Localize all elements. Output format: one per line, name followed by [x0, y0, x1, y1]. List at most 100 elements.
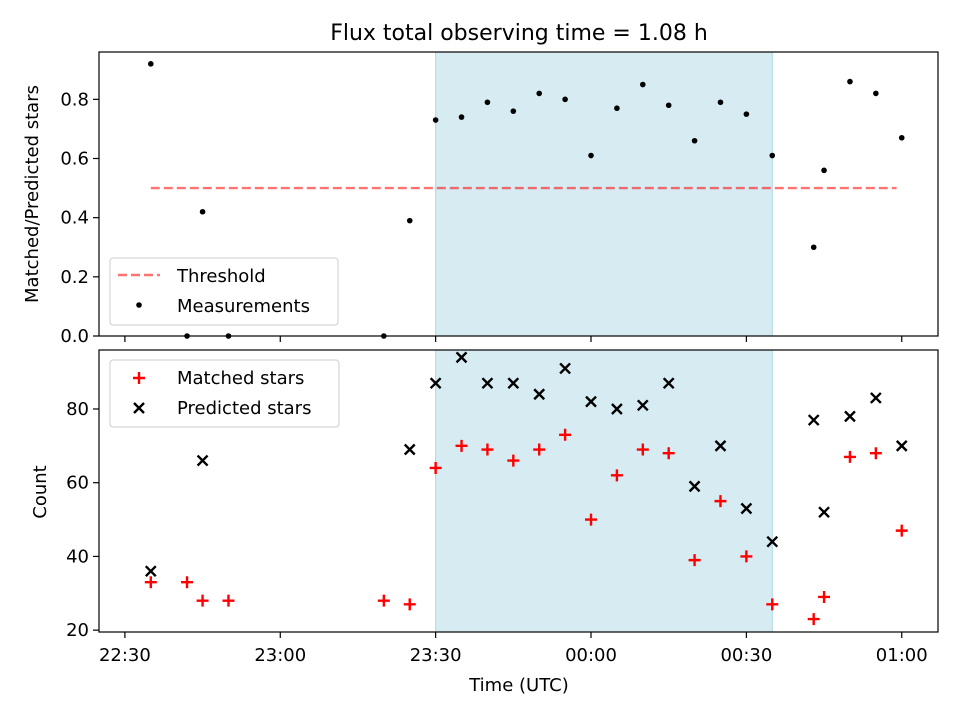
- y-tick-label: 0.8: [60, 89, 89, 110]
- x-tick-label: 23:30: [410, 645, 462, 666]
- x-tick-label: 23:00: [254, 645, 306, 666]
- legend-matched-label: Matched stars: [177, 368, 304, 389]
- top-panel: 0.00.20.40.60.8 Matched/Predicted stars …: [22, 51, 939, 347]
- predicted-star-marker: [611, 403, 623, 415]
- matched-star-marker: [429, 461, 442, 474]
- matched-star-marker: [559, 428, 572, 441]
- predicted-star-marker: [844, 410, 856, 423]
- top-marks: [147, 61, 905, 339]
- x-tick-label: 00:00: [565, 645, 617, 666]
- bottom-y-axis-label: Count: [30, 465, 51, 518]
- measurement-point: [717, 99, 724, 106]
- bottom-marks: [144, 351, 908, 626]
- legend-matched-swatch: [133, 372, 145, 384]
- predicted-star-marker: [870, 392, 882, 404]
- bottom-plot-frame: [98, 349, 939, 633]
- matched-star-marker: [144, 576, 157, 589]
- matched-star-marker: [818, 590, 831, 603]
- top-plot-frame: [98, 51, 939, 337]
- matched-star-marker: [196, 594, 209, 607]
- bottom-x-axis: 22:30 23:00 23:30 00:00 00:30 01:00: [99, 632, 928, 666]
- predicted-star-marker: [481, 377, 494, 390]
- matched-star-marker: [181, 576, 194, 589]
- y-tick-label: 0.4: [60, 208, 89, 229]
- predicted-star-marker: [740, 502, 753, 515]
- legend-predicted-label: Predicted stars: [177, 398, 311, 419]
- predicted-star-marker: [507, 377, 520, 390]
- x-tick-label: 00:30: [720, 645, 772, 666]
- x-tick-label: 22:30: [99, 645, 151, 666]
- predicted-star-marker: [403, 443, 416, 456]
- matched-star-marker: [843, 450, 856, 463]
- predicted-star-marker: [585, 395, 597, 408]
- measurement-point: [810, 244, 817, 251]
- matched-star-marker: [481, 443, 494, 456]
- predicted-star-marker: [533, 388, 546, 401]
- top-legend-box: [109, 257, 339, 326]
- predicted-star-marker: [714, 439, 727, 452]
- matched-star-marker: [895, 524, 908, 537]
- matched-star-marker: [507, 454, 520, 467]
- x-tick-label: 01:00: [876, 645, 928, 666]
- y-tick-label: 0.0: [60, 326, 89, 347]
- legend-measurements-swatch: [136, 302, 142, 308]
- y-tick-label: 80: [66, 399, 89, 420]
- matched-star-marker: [403, 598, 416, 611]
- measurement-point: [665, 102, 672, 109]
- bottom-highlight-span: [435, 349, 773, 633]
- measurement-point: [536, 90, 543, 97]
- bottom-y-axis: 20 40 60 80: [66, 399, 99, 641]
- measurement-point: [432, 117, 439, 123]
- x-axis-label: Time (UTC): [468, 675, 569, 696]
- predicted-star-marker: [818, 506, 830, 519]
- top-y-axis-label: Matched/Predicted stars: [22, 85, 43, 303]
- matched-star-marker: [766, 598, 779, 611]
- measurement-point: [406, 217, 413, 224]
- matched-star-marker: [455, 439, 468, 452]
- measurement-point: [639, 81, 646, 88]
- bottom-legend-box: [109, 359, 340, 428]
- measurement-point: [614, 105, 620, 112]
- matched-star-marker: [807, 613, 820, 626]
- measurement-point: [510, 108, 517, 114]
- legend-predicted-swatch: [133, 402, 145, 414]
- measurement-point: [588, 152, 594, 159]
- y-tick-label: 0.2: [60, 267, 89, 288]
- top-y-axis: 0.0 0.2 0.4 0.6 0.8: [60, 89, 99, 347]
- predicted-star-marker: [636, 399, 649, 412]
- top-legend: Threshold Measurements: [109, 257, 339, 326]
- matched-star-marker: [610, 469, 623, 482]
- matched-star-marker: [377, 594, 390, 607]
- predicted-star-marker: [662, 377, 675, 390]
- matched-star-marker: [740, 550, 753, 563]
- predicted-star-marker: [455, 351, 468, 364]
- legend-threshold-label: Threshold: [176, 266, 266, 287]
- matched-star-marker: [636, 443, 649, 456]
- predicted-star-marker: [196, 454, 209, 467]
- predicted-star-marker: [766, 535, 779, 548]
- measurement-point: [743, 111, 750, 117]
- y-tick-label: 60: [66, 473, 89, 494]
- predicted-star-marker: [807, 414, 820, 426]
- measurement-point: [562, 96, 568, 103]
- measurement-point: [898, 134, 905, 141]
- y-tick-label: 20: [66, 620, 89, 641]
- measurement-point: [147, 61, 154, 67]
- matched-star-marker: [714, 495, 727, 508]
- measurement-point: [484, 99, 491, 106]
- measurement-point: [873, 90, 879, 97]
- measurement-point: [847, 78, 853, 85]
- predicted-star-marker: [559, 362, 571, 375]
- predicted-star-marker: [895, 439, 908, 452]
- measurement-point: [458, 114, 465, 120]
- measurement-point: [821, 167, 827, 174]
- matched-star-marker: [688, 554, 701, 567]
- measurement-point: [691, 137, 698, 144]
- chart-title: Flux total observing time = 1.08 h: [330, 21, 708, 46]
- measurement-point: [769, 152, 776, 159]
- top-highlight-span: [435, 51, 773, 337]
- top-x-axis: [124, 336, 903, 342]
- matched-star-marker: [662, 447, 675, 460]
- y-tick-label: 40: [66, 546, 89, 567]
- legend-measurements-label: Measurements: [177, 296, 310, 317]
